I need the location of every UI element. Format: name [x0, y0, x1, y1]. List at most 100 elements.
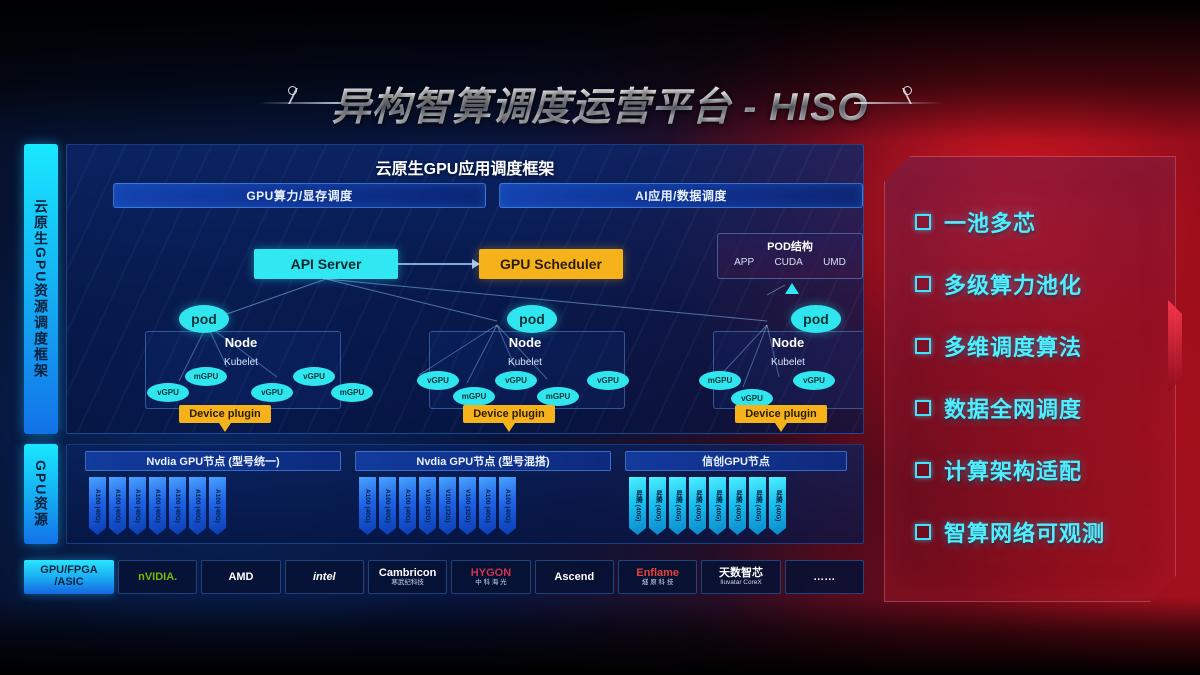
- vendor-logo-8[interactable]: 天数智芯 Iluvatar CoreX: [701, 560, 781, 594]
- gpu-card[interactable]: A100 (40G): [359, 477, 376, 535]
- pod-ellipse[interactable]: pod: [791, 305, 841, 333]
- gpu-card[interactable]: A100 (40G): [499, 477, 516, 535]
- vendor-logo-name: AMD: [228, 570, 254, 583]
- gpu-card-label: A100 (40G): [154, 489, 161, 523]
- gpu-card-label: A100 (40G): [364, 489, 371, 523]
- api-to-scheduler-arrow: [398, 259, 480, 269]
- gpu-ellipse[interactable]: vGPU: [293, 367, 335, 386]
- gpu-card[interactable]: 昇腾 (40G): [669, 477, 686, 535]
- vendor-logo-2[interactable]: AMD: [201, 560, 281, 594]
- gpu-card[interactable]: V100 (32G): [459, 477, 476, 535]
- page-title: 异构智算调度运营平台 - HISO: [0, 76, 1200, 132]
- gpu-card[interactable]: A100 (40G): [379, 477, 396, 535]
- gpu-card[interactable]: A100 (40G): [209, 477, 226, 535]
- vendor-logo-4[interactable]: Cambricon 寒武纪科技: [367, 560, 448, 594]
- gpu-ellipse[interactable]: mGPU: [185, 367, 227, 386]
- vendor-logo-row: GPU/FPGA /ASIC nVIDIA. AMD intel Cambricon 寒…: [24, 560, 864, 594]
- node-label: Node: [224, 335, 258, 350]
- gpu-card[interactable]: A100 (40G): [109, 477, 126, 535]
- vendor-logo-7[interactable]: Enflame 燧 原 科 技: [617, 560, 698, 594]
- feature-item-6[interactable]: 智算网络可观测: [915, 501, 1163, 563]
- feature-item-2[interactable]: 多级算力池化: [915, 253, 1163, 315]
- gpu-card[interactable]: A100 (40G): [189, 477, 206, 535]
- gpu-ellipse[interactable]: mGPU: [537, 387, 579, 406]
- pod-ellipse[interactable]: pod: [179, 305, 229, 333]
- device-plugin-button[interactable]: Device plugin: [735, 405, 827, 423]
- gpu-card-label: A100 (40G): [194, 489, 201, 523]
- vendor-logo-5[interactable]: HYGON 中 科 海 光: [451, 560, 531, 594]
- capability-bar-ai-data[interactable]: AI应用/数据调度: [499, 183, 863, 208]
- gpu-card[interactable]: A100 (40G): [89, 477, 106, 535]
- gpu-ellipse[interactable]: vGPU: [495, 371, 537, 390]
- gpu-card[interactable]: 昇腾 (40G): [709, 477, 726, 535]
- capability-bar-compute[interactable]: GPU算力/显存调度: [113, 183, 486, 208]
- gpu-node-group-3: 信创GPU节点 昇腾 (40G) 昇腾 (40G) 昇腾 (40G) 昇腾 (40G)…: [625, 451, 847, 539]
- feature-item-4[interactable]: 数据全网调度: [915, 377, 1163, 439]
- feature-panel: 一池多芯多级算力池化多维调度算法 数据全网调度 计算架构适配智算网络可观测: [884, 156, 1176, 602]
- gpu-card[interactable]: 昇腾 (40G): [649, 477, 666, 535]
- pod-structure-title: POD结构: [767, 241, 813, 253]
- feature-item-5[interactable]: 计算架构适配: [915, 439, 1163, 501]
- gpu-card-label: A100 (40G): [404, 489, 411, 523]
- gpu-card[interactable]: 昇腾 (40G): [749, 477, 766, 535]
- feature-item-1[interactable]: 一池多芯: [915, 191, 1163, 253]
- vendor-logo-1[interactable]: nVIDIA.: [118, 560, 198, 594]
- api-server-node[interactable]: API Server: [254, 249, 398, 279]
- gpu-card[interactable]: V100 (32G): [439, 477, 456, 535]
- gpu-card[interactable]: 昇腾 (40G): [729, 477, 746, 535]
- gpu-card-label: A100 (40G): [114, 489, 121, 523]
- sidebar-top-text: 云原生GPU资源调度框架: [33, 198, 49, 380]
- gpu-resource-panel: Nvdia GPU节点 (型号统一) A100 (40G) A100 (40G) A…: [66, 444, 864, 544]
- gpu-ellipse[interactable]: vGPU: [731, 389, 773, 408]
- gpu-ellipse[interactable]: mGPU: [331, 383, 373, 402]
- vendor-logo-name: Cambricon: [378, 566, 437, 579]
- sidebar-label-gpu-resources: GPU资源: [24, 444, 58, 544]
- feature-list: 一池多芯多级算力池化多维调度算法 数据全网调度 计算架构适配智算网络可观测: [915, 191, 1163, 563]
- gpu-card[interactable]: V100 (32G): [419, 477, 436, 535]
- framework-panel: 云原生GPU应用调度框架 GPU算力/显存调度 AI应用/数据调度 API Se…: [66, 144, 864, 434]
- checkbox-icon: [915, 276, 931, 292]
- gpu-card[interactable]: 昇腾 (40G): [769, 477, 786, 535]
- gpu-card-label: A100 (40G): [134, 489, 141, 523]
- device-plugin-button[interactable]: Device plugin: [463, 405, 555, 423]
- gpu-ellipse[interactable]: vGPU: [793, 371, 835, 390]
- gpu-ellipse[interactable]: vGPU: [251, 383, 293, 402]
- gpu-group-header: 信创GPU节点: [625, 451, 847, 471]
- gpu-ellipse[interactable]: vGPU: [147, 383, 189, 402]
- sidebar-bottom-text: GPU资源: [33, 459, 49, 529]
- gpu-card-label: 昇腾 (40G): [774, 490, 782, 522]
- gpu-card[interactable]: A100 (40G): [399, 477, 416, 535]
- gpu-card[interactable]: A100 (40G): [169, 477, 186, 535]
- feature-label: 多级算力池化: [944, 273, 1083, 298]
- gpu-card[interactable]: 昇腾 (40G): [689, 477, 706, 535]
- vendor-logo-name: Ascend: [554, 570, 595, 583]
- vendor-logo-6[interactable]: Ascend: [534, 560, 614, 594]
- gpu-card-label: A100 (40G): [484, 489, 491, 523]
- gpu-ellipse[interactable]: mGPU: [453, 387, 495, 406]
- checkbox-icon: [915, 338, 931, 354]
- gpu-node-group-2: Nvdia GPU节点 (型号混搭) A100 (40G) A100 (40G) A…: [355, 451, 611, 539]
- gpu-card-label: A100 (40G): [384, 489, 391, 523]
- vendor-logo-3[interactable]: intel: [284, 560, 364, 594]
- gpu-card[interactable]: A100 (40G): [149, 477, 166, 535]
- title-decoration-dot-left: [288, 86, 297, 95]
- vendor-logo-subtitle: 燧 原 科 技: [641, 578, 674, 586]
- gpu-scheduler-node[interactable]: GPU Scheduler: [479, 249, 623, 279]
- gpu-card[interactable]: 昇腾 (40G): [629, 477, 646, 535]
- feature-item-3[interactable]: 多维调度算法: [915, 315, 1163, 377]
- kubelet-label: Kubelet: [771, 357, 805, 368]
- gpu-card[interactable]: A100 (40G): [479, 477, 496, 535]
- gpu-card-label: 昇腾 (40G): [674, 490, 682, 522]
- title-decoration-dot-right: [903, 86, 912, 95]
- gpu-ellipse[interactable]: mGPU: [699, 371, 741, 390]
- gpu-card-label: 昇腾 (40G): [654, 490, 662, 522]
- gpu-ellipse[interactable]: vGPU: [587, 371, 629, 390]
- feature-label: 智算网络可观测: [944, 521, 1106, 546]
- vendor-logo-9[interactable]: ……: [784, 560, 864, 594]
- gpu-ellipse[interactable]: vGPU: [417, 371, 459, 390]
- gpu-card[interactable]: A100 (40G): [129, 477, 146, 535]
- device-plugin-button[interactable]: Device plugin: [179, 405, 271, 423]
- vendor-logo-name: 天数智芯: [718, 566, 763, 579]
- gpu-card-label: A100 (40G): [174, 489, 181, 523]
- pod-ellipse[interactable]: pod: [507, 305, 557, 333]
